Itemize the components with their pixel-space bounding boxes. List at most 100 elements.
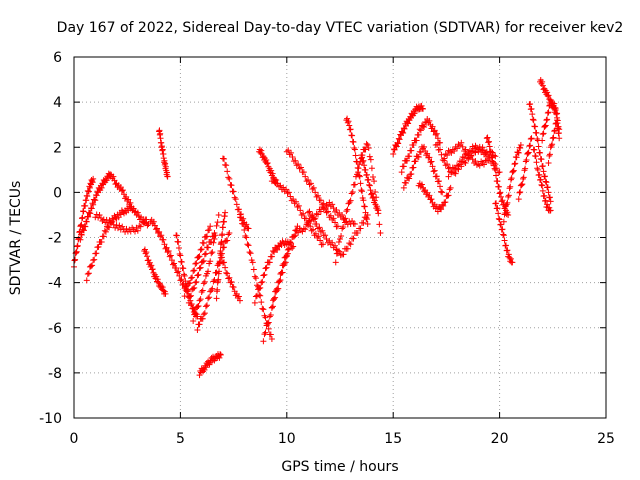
data-point	[134, 227, 141, 234]
data-point	[454, 162, 461, 169]
data-point	[349, 132, 356, 139]
data-point	[493, 172, 500, 179]
data-point	[199, 287, 206, 294]
data-point	[401, 125, 408, 132]
y-tick-label: 4	[53, 95, 62, 111]
y-tick-label: -2	[48, 231, 62, 247]
data-point	[197, 246, 204, 253]
data-point	[483, 157, 490, 164]
x-tick-label: 5	[176, 431, 185, 447]
data-point	[505, 193, 512, 200]
data-point	[544, 184, 551, 191]
data-point	[451, 148, 458, 155]
data-point	[290, 196, 297, 203]
data-point	[539, 187, 546, 194]
data-point	[549, 141, 556, 148]
data-point	[180, 265, 187, 272]
data-point	[88, 205, 95, 212]
data-point	[496, 216, 503, 223]
data-point	[206, 294, 213, 301]
data-point	[419, 123, 426, 130]
data-point	[178, 258, 185, 265]
data-point	[260, 306, 267, 313]
data-point	[254, 292, 261, 299]
data-point	[247, 250, 254, 257]
data-point	[313, 220, 320, 227]
data-point	[345, 118, 352, 125]
data-point	[233, 201, 240, 208]
data-point	[283, 253, 290, 260]
data-point	[543, 117, 550, 124]
data-point	[323, 209, 330, 216]
x-tick-label: 25	[597, 431, 615, 447]
data-point	[297, 164, 304, 171]
data-point	[435, 178, 442, 185]
data-point	[189, 274, 196, 281]
data-point	[114, 225, 121, 232]
series-tr37	[483, 134, 512, 218]
data-point	[142, 216, 149, 223]
data-point	[551, 128, 558, 135]
data-point	[319, 241, 326, 248]
data-point	[396, 136, 403, 143]
data-point	[130, 205, 137, 212]
data-point	[496, 190, 503, 197]
data-point	[240, 220, 247, 227]
data-point	[73, 248, 80, 255]
data-point	[315, 225, 322, 232]
data-point	[352, 152, 359, 159]
data-point	[511, 161, 518, 168]
data-point	[193, 278, 200, 285]
data-point	[408, 170, 415, 177]
data-point	[322, 206, 329, 213]
data-point	[216, 354, 223, 361]
y-tick-label: 6	[53, 50, 62, 66]
data-point	[175, 268, 182, 275]
data-point	[192, 279, 199, 286]
data-point	[348, 190, 355, 197]
data-point	[371, 178, 378, 185]
data-point	[293, 198, 300, 205]
data-point	[442, 151, 449, 158]
data-point	[197, 264, 204, 271]
data-point	[78, 221, 85, 228]
data-point	[74, 242, 81, 249]
series-tr23	[268, 175, 326, 248]
data-point	[351, 145, 358, 152]
data-point	[204, 302, 210, 309]
data-point	[197, 296, 204, 303]
data-point	[296, 165, 303, 172]
data-point	[319, 227, 326, 234]
data-point	[188, 301, 195, 308]
data-point	[363, 216, 370, 223]
data-point	[89, 179, 96, 186]
data-point	[102, 228, 109, 235]
data-point	[317, 197, 324, 204]
data-point	[366, 182, 373, 189]
data-point	[501, 237, 508, 244]
data-point	[516, 189, 523, 196]
data-point	[260, 338, 267, 345]
series-tr3	[83, 203, 135, 284]
series-tr42	[530, 146, 554, 214]
series-tr14	[196, 351, 224, 379]
data-point	[555, 129, 562, 136]
data-point	[188, 275, 195, 282]
data-point	[528, 135, 535, 142]
data-point	[415, 131, 422, 138]
data-point	[432, 131, 439, 138]
data-point	[310, 184, 317, 191]
data-point	[507, 255, 514, 262]
data-point	[438, 188, 445, 195]
data-point	[261, 331, 268, 338]
data-point	[534, 166, 541, 173]
data-point	[354, 229, 361, 236]
data-point	[87, 210, 94, 217]
data-point	[313, 210, 320, 217]
data-point	[539, 182, 546, 189]
data-point	[340, 223, 347, 230]
data-point	[72, 250, 79, 257]
data-point	[211, 236, 218, 243]
data-point	[521, 167, 528, 174]
data-point	[544, 89, 551, 96]
